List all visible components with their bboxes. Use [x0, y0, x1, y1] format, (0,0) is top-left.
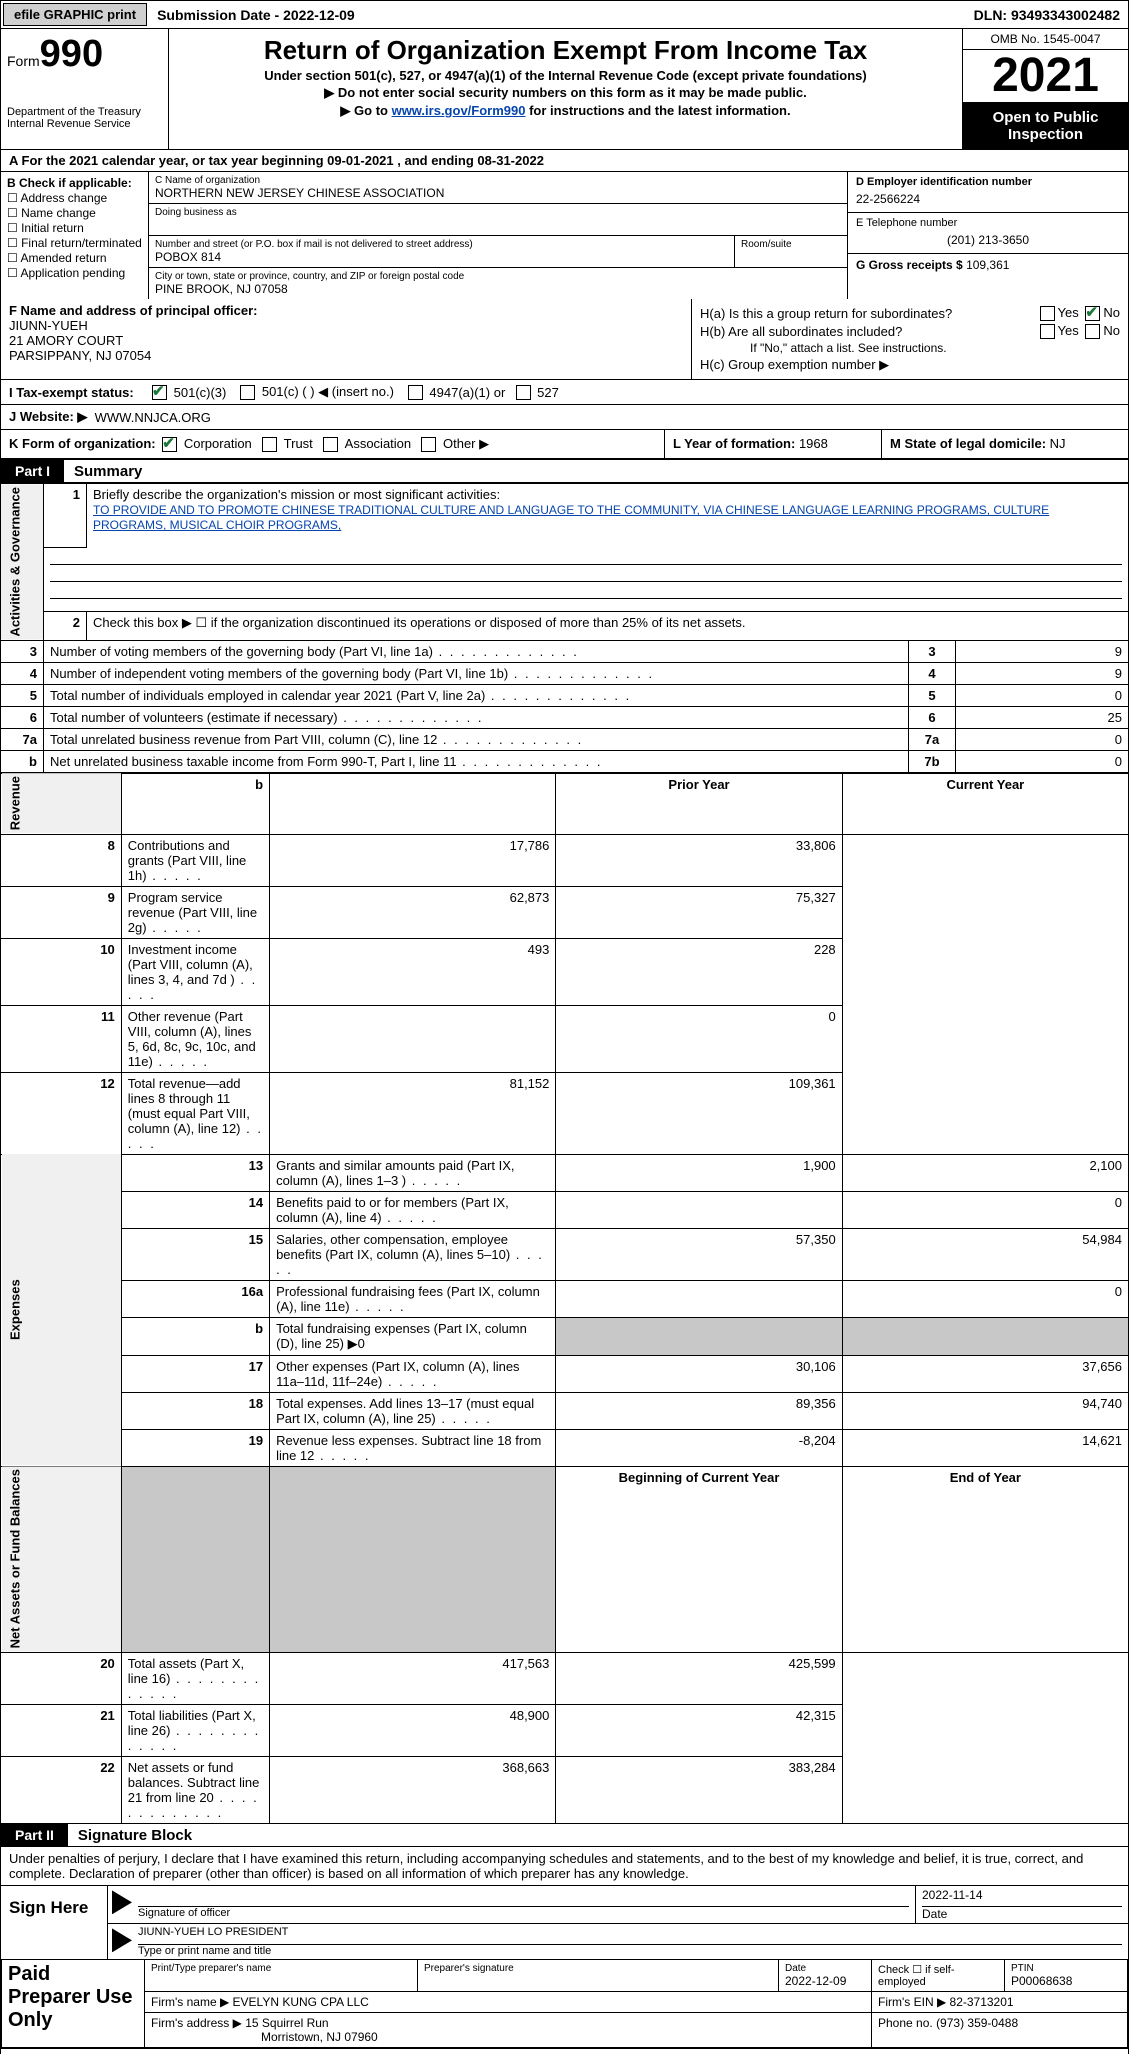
ein-cell: D Employer identification number 22-2566… [848, 172, 1128, 213]
table-row: 15 Salaries, other compensation, employe… [1, 1228, 1129, 1280]
chk-corp[interactable] [162, 437, 177, 452]
sign-here-label: Sign Here [1, 1886, 108, 1959]
side-expenses: Expenses [1, 1154, 122, 1466]
table-row: b Net unrelated business taxable income … [1, 750, 1129, 772]
form-header: Form990 Department of the Treasury Inter… [0, 29, 1129, 150]
table-row: 22 Net assets or fund balances. Subtract… [1, 1757, 1129, 1824]
principal-officer: F Name and address of principal officer:… [1, 299, 692, 379]
part2-header: Part II Signature Block [0, 1824, 1129, 1847]
table-row: 9 Program service revenue (Part VIII, li… [1, 886, 1129, 938]
signature-block: Under penalties of perjury, I declare th… [0, 1847, 1129, 2054]
paid-preparer-table: Paid Preparer Use Only Print/Type prepar… [1, 1959, 1128, 2048]
row-a-tax-year: A For the 2021 calendar year, or tax yea… [0, 150, 1129, 172]
ha-group-return: H(a) Is this a group return for subordin… [700, 305, 1120, 321]
chk-4947[interactable] [408, 385, 423, 400]
efile-print-button[interactable]: efile GRAPHIC print [3, 3, 147, 26]
form-title: Return of Organization Exempt From Incom… [175, 35, 956, 66]
chk-final-return[interactable]: ☐ Final return/terminated [7, 236, 142, 250]
discuss-row: May the IRS discuss this return with the… [1, 2048, 1128, 2054]
table-row: b Total fundraising expenses (Part IX, c… [1, 1317, 1129, 1355]
summary-table: Activities & Governance 1 Briefly descri… [0, 483, 1129, 773]
public-inspection: Open to Public Inspection [963, 103, 1128, 149]
table-row: 14 Benefits paid to or for members (Part… [1, 1191, 1129, 1228]
perjury-declaration: Under penalties of perjury, I declare th… [1, 1847, 1128, 1886]
side-governance: Activities & Governance [1, 484, 44, 641]
telephone-cell: E Telephone number (201) 213-3650 [848, 213, 1128, 254]
arrow-icon [112, 1928, 132, 1952]
hb-note: If "No," attach a list. See instructions… [700, 341, 1120, 355]
chk-address-change[interactable]: ☐ Address change [7, 191, 142, 205]
section-fh: F Name and address of principal officer:… [0, 299, 1129, 380]
table-row: 7a Total unrelated business revenue from… [1, 728, 1129, 750]
row-k: K Form of organization: Corporation Trus… [0, 430, 1129, 459]
hc-exemption: H(c) Group exemption number ▶ [700, 357, 1120, 373]
omb-number: OMB No. 1545-0047 [963, 29, 1128, 50]
col-b-checkboxes: B Check if applicable: ☐ Address change … [1, 172, 149, 299]
table-row: 10 Investment income (Part VIII, column … [1, 938, 1129, 1005]
table-row: 21 Total liabilities (Part X, line 26) 4… [1, 1705, 1129, 1757]
side-netassets: Net Assets or Fund Balances [1, 1466, 122, 1652]
table-row: 6 Total number of volunteers (estimate i… [1, 706, 1129, 728]
table-row: 20 Total assets (Part X, line 16) 417,56… [1, 1653, 1129, 1705]
tax-year: 2021 [963, 50, 1128, 103]
chk-name-change[interactable]: ☐ Name change [7, 206, 142, 220]
chk-app-pending[interactable]: ☐ Application pending [7, 266, 142, 280]
dept-treasury: Department of the Treasury Internal Reve… [7, 106, 162, 130]
table-row: 16a Professional fundraising fees (Part … [1, 1280, 1129, 1317]
table-row: 5 Total number of individuals employed i… [1, 684, 1129, 706]
dba-cell: Doing business as [149, 204, 847, 236]
chk-trust[interactable] [262, 437, 277, 452]
sig-date: 2022-11-14 Date [915, 1886, 1128, 1923]
chk-527[interactable] [516, 385, 531, 400]
hb-yes[interactable] [1040, 324, 1055, 339]
mission-text: TO PROVIDE AND TO PROMOTE CHINESE TRADIT… [93, 503, 1049, 532]
form-number: Form990 [7, 33, 162, 76]
room-suite-cell: Room/suite [735, 236, 847, 267]
arrow-icon [112, 1890, 132, 1914]
section-bcde: B Check if applicable: ☐ Address change … [0, 172, 1129, 299]
table-row: Expenses 13 Grants and similar amounts p… [1, 1154, 1129, 1191]
ssn-note: Do not enter social security numbers on … [175, 85, 956, 101]
dln: DLN: 93493343002482 [966, 4, 1128, 26]
chk-amended[interactable]: ☐ Amended return [7, 251, 142, 265]
side-revenue: Revenue [1, 773, 122, 834]
form-subtitle: Under section 501(c), 527, or 4947(a)(1)… [175, 68, 956, 83]
table-row: 11 Other revenue (Part VIII, column (A),… [1, 1005, 1129, 1072]
paid-preparer-label: Paid Preparer Use Only [2, 1960, 145, 2048]
self-employed-check[interactable]: Check ☐ if self-employed [872, 1960, 1005, 1992]
hb-no[interactable] [1085, 324, 1100, 339]
city-cell: City or town, state or province, country… [149, 268, 847, 299]
chk-501c[interactable] [240, 385, 255, 400]
officer-signature[interactable]: Signature of officer [132, 1886, 915, 1923]
ha-yes[interactable] [1040, 306, 1055, 321]
chk-initial-return[interactable]: ☐ Initial return [7, 221, 142, 235]
table-row: 12 Total revenue—add lines 8 through 11 … [1, 1072, 1129, 1154]
street-cell: Number and street (or P.O. box if mail i… [149, 236, 735, 267]
part1-header: Part I Summary [0, 459, 1129, 483]
goto-note: Go to www.irs.gov/Form990 for instructio… [175, 103, 956, 119]
table-row: 17 Other expenses (Part IX, column (A), … [1, 1355, 1129, 1392]
chk-501c3[interactable] [152, 385, 167, 400]
irs-link[interactable]: www.irs.gov/Form990 [392, 103, 526, 118]
top-bar: efile GRAPHIC print Submission Date - 20… [0, 0, 1129, 29]
table-row: 4 Number of independent voting members o… [1, 662, 1129, 684]
chk-assoc[interactable] [323, 437, 338, 452]
table-row: 19 Revenue less expenses. Subtract line … [1, 1429, 1129, 1466]
hb-subordinates: H(b) Are all subordinates included? Yes … [700, 323, 1120, 339]
table-row: 3 Number of voting members of the govern… [1, 640, 1129, 662]
officer-name-title: JIUNN-YUEH LO PRESIDENT Type or print na… [132, 1924, 1128, 1959]
table-row: 8 Contributions and grants (Part VIII, l… [1, 834, 1129, 886]
org-name-cell: C Name of organization NORTHERN NEW JERS… [149, 172, 847, 204]
ha-no[interactable] [1085, 306, 1100, 321]
row-j-website: J Website: ▶ WWW.NNJCA.ORG [0, 405, 1129, 430]
table-row: 18 Total expenses. Add lines 13–17 (must… [1, 1392, 1129, 1429]
chk-other[interactable] [421, 437, 436, 452]
gross-receipts-cell: G Gross receipts $ 109,361 [848, 254, 1128, 294]
row-i-tax-status: I Tax-exempt status: 501(c)(3) 501(c) ( … [0, 380, 1129, 405]
submission-date-label: Submission Date - 2022-12-09 [149, 4, 363, 26]
summary-table-main: Revenue b Prior Year Current Year 8 Cont… [0, 773, 1129, 1825]
